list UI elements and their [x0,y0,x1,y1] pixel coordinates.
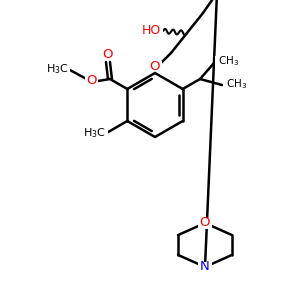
Bar [223,79,251,89]
Bar [85,76,98,86]
Bar [198,218,212,229]
Text: O: O [150,59,160,73]
Text: O: O [103,49,113,62]
Bar [215,56,243,67]
Bar [80,128,108,139]
Text: N: N [200,260,210,274]
Bar [44,64,70,74]
Text: O: O [87,74,97,88]
Bar [139,25,163,35]
Bar [148,61,161,71]
Text: CH$_3$: CH$_3$ [226,77,248,91]
Text: H$_3$C: H$_3$C [46,62,68,76]
Bar [101,50,115,60]
Text: O: O [200,217,210,230]
Text: H$_3$C: H$_3$C [83,126,106,140]
Bar [198,262,212,272]
Text: HO: HO [141,23,160,37]
Text: CH$_3$: CH$_3$ [218,54,240,68]
